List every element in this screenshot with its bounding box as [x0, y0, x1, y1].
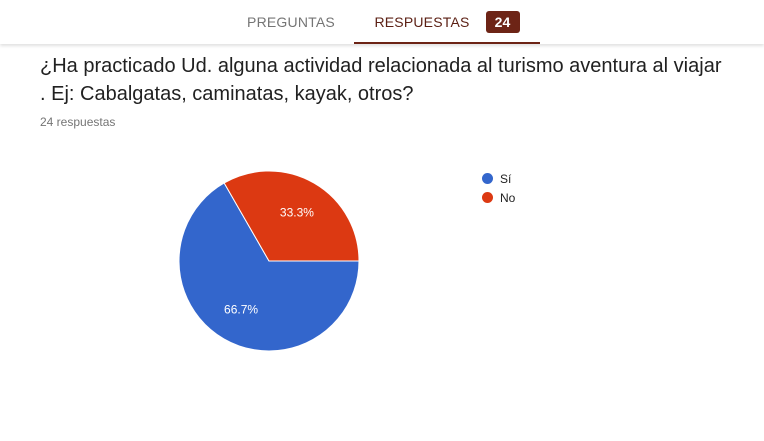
legend-swatch: [482, 192, 493, 203]
tab-respuestas-label: RESPUESTAS: [374, 14, 470, 30]
tab-preguntas-label: PREGUNTAS: [247, 14, 335, 30]
pie-label-s: 66.7%: [224, 302, 258, 316]
question-title: ¿Ha practicado Ud. alguna actividad rela…: [40, 55, 722, 105]
response-count-text: 24 respuestas: [40, 115, 116, 129]
tab-bar: PREGUNTAS RESPUESTAS 24: [0, 0, 764, 44]
legend-label: Sí: [500, 171, 512, 186]
pie-label-no: 33.3%: [280, 206, 314, 220]
response-count-badge: 24: [485, 11, 520, 33]
tab-preguntas[interactable]: PREGUNTAS: [232, 0, 350, 44]
tab-respuestas[interactable]: RESPUESTAS 24: [354, 0, 540, 44]
legend-swatch: [482, 173, 493, 184]
legend-label: No: [500, 190, 516, 205]
pie-slice-s[interactable]: [178, 182, 360, 352]
chart-legend: Sí No: [482, 169, 515, 207]
active-tab-indicator: [354, 42, 540, 44]
legend-item[interactable]: Sí: [482, 169, 515, 188]
pie-slice-no[interactable]: [223, 170, 360, 262]
legend-item[interactable]: No: [482, 188, 515, 207]
